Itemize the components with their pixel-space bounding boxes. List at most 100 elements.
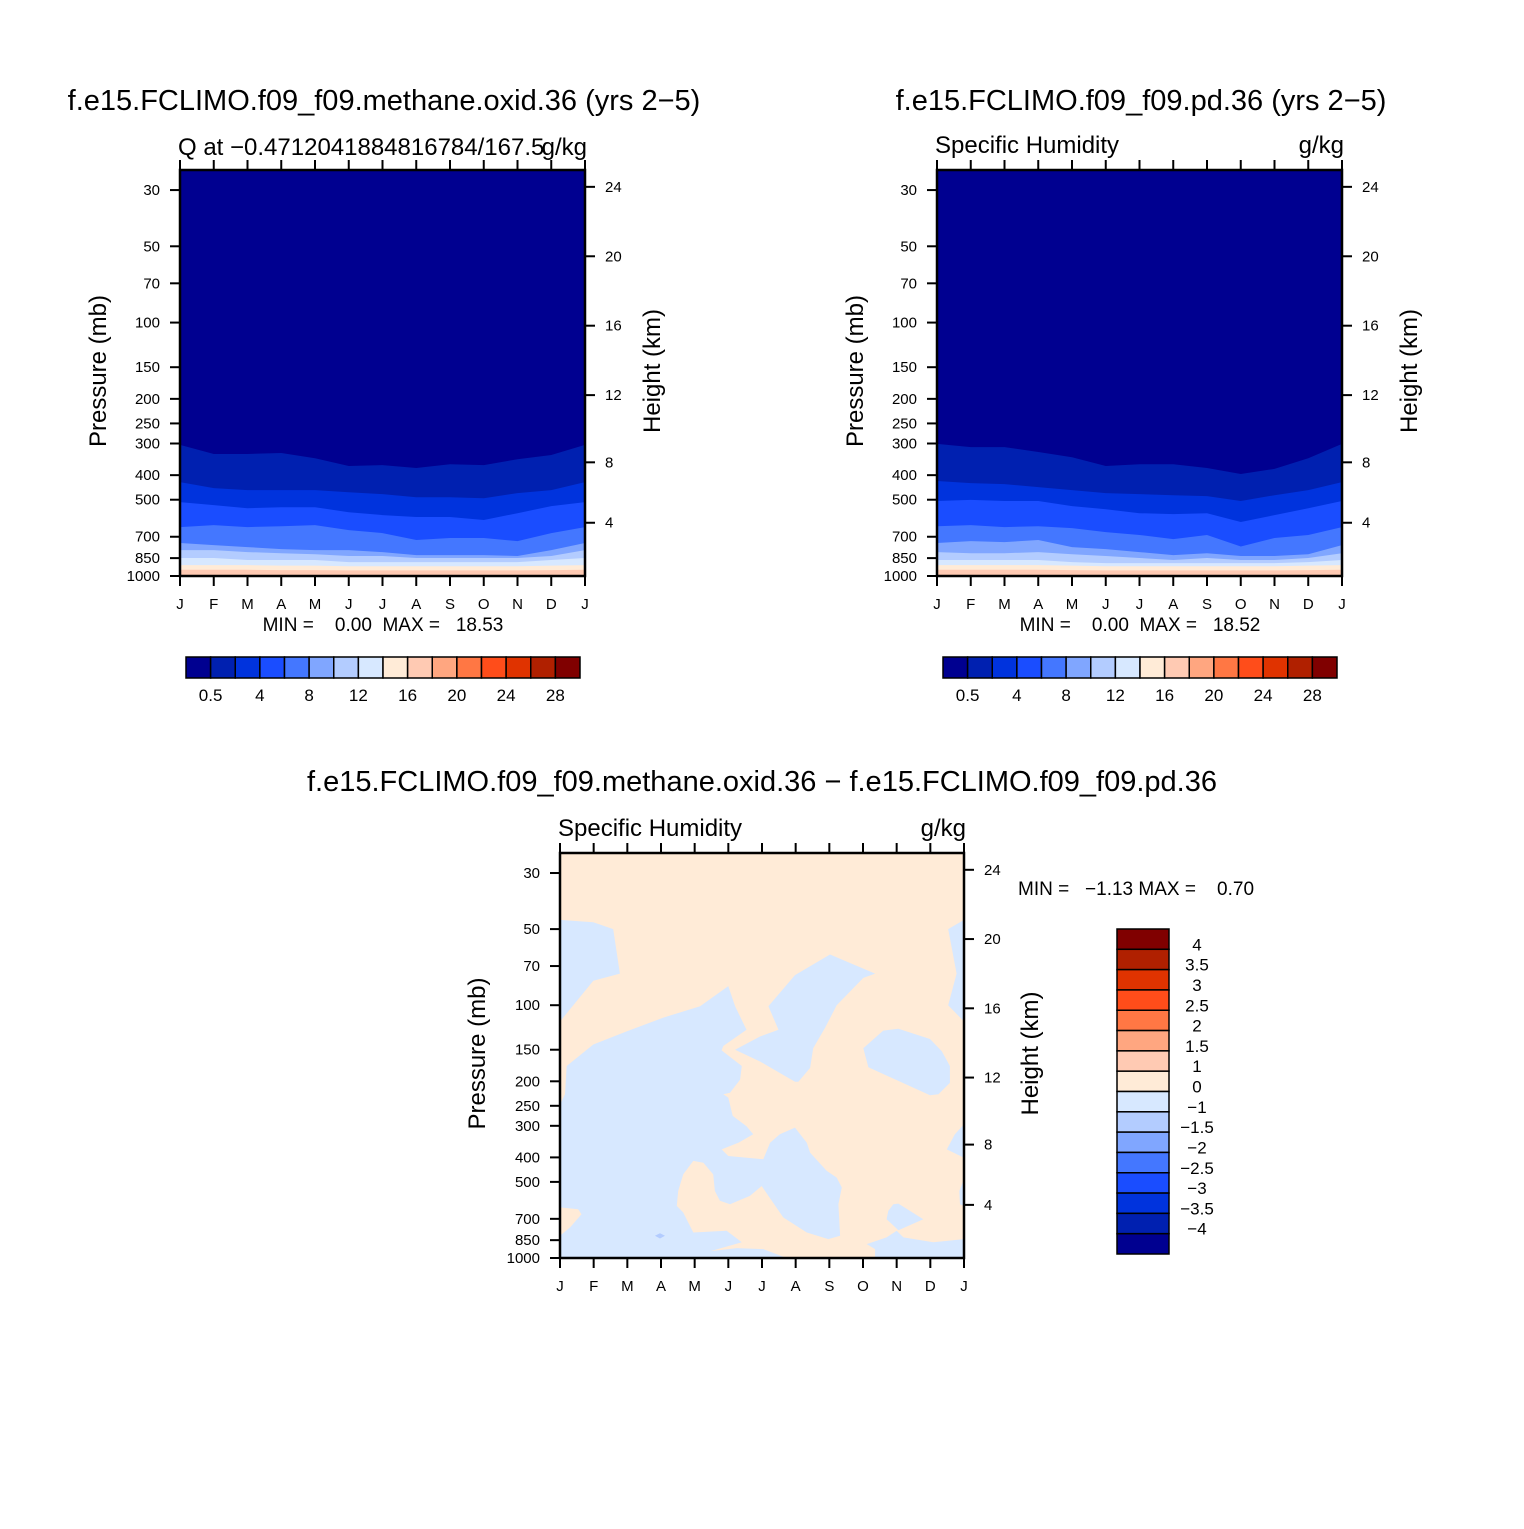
colorbar-label: 16 xyxy=(1155,686,1174,705)
x-tick-label: D xyxy=(925,1278,936,1295)
contour-region-1 xyxy=(560,919,620,1022)
x-tick-label: D xyxy=(546,596,557,613)
plot-title: f.e15.FCLIMO.f09_f09.methane.oxid.36 (yr… xyxy=(68,85,701,117)
min-max-label: MIN = 0.00 MAX = 18.53 xyxy=(263,615,504,636)
y2-tick-label: 4 xyxy=(1362,515,1370,532)
colorbar-label: 12 xyxy=(349,686,368,705)
colorbar-box xyxy=(1116,1131,1170,1154)
x-tick-label: S xyxy=(1202,596,1212,613)
y-tick-label: 850 xyxy=(892,550,917,567)
y-tick-label: 250 xyxy=(892,415,917,432)
colorbar-label: −1 xyxy=(1187,1098,1206,1117)
x-tick-label: M xyxy=(309,596,322,613)
x-tick-label: J xyxy=(556,1278,564,1295)
colorbar-label: 3 xyxy=(1192,976,1201,995)
plot-units: g/kg xyxy=(1299,132,1344,159)
x-tick-label: O xyxy=(478,596,490,613)
x-tick-label: M xyxy=(1066,596,1079,613)
colorbar-label: 3.5 xyxy=(1185,956,1209,975)
colorbar-box xyxy=(382,656,409,679)
colorbar-box xyxy=(505,656,532,679)
y-tick-label: 250 xyxy=(515,1098,540,1115)
x-tick-label: M xyxy=(998,596,1011,613)
y2-tick-label: 20 xyxy=(605,248,622,265)
colorbar-label: 20 xyxy=(447,686,466,705)
colorbar-label: 24 xyxy=(497,686,516,705)
colorbar-box xyxy=(1163,656,1190,679)
colorbar-box xyxy=(530,656,557,679)
y-tick-label: 300 xyxy=(892,435,917,452)
colorbar-box xyxy=(234,656,261,679)
colorbar-box xyxy=(1116,1172,1170,1194)
y-tick-label: 150 xyxy=(135,359,160,376)
y2-tick-label: 16 xyxy=(605,318,622,335)
colorbar-box xyxy=(1016,656,1043,679)
y-tick-label: 100 xyxy=(135,315,160,332)
y-tick-label: 100 xyxy=(515,997,540,1014)
colorbar-box xyxy=(1116,1111,1170,1133)
x-tick-label: S xyxy=(445,596,455,613)
colorbar-box xyxy=(966,656,993,679)
colorbar-box xyxy=(1040,656,1067,679)
x-tick-label: A xyxy=(411,596,421,613)
y2-tick-label: 24 xyxy=(984,862,1001,879)
colorbar-label: 0.5 xyxy=(956,686,980,705)
colorbar-label: 12 xyxy=(1106,686,1125,705)
y-tick-label: 1000 xyxy=(884,568,917,585)
colorbar-box xyxy=(1090,656,1117,679)
x-tick-label: J xyxy=(1136,596,1144,613)
y-axis-title: Pressure (mb) xyxy=(85,295,112,447)
y2-axis-title: Height (km) xyxy=(1017,991,1044,1115)
contour-band-10 xyxy=(180,569,585,576)
y-tick-label: 850 xyxy=(135,550,160,567)
contour-field xyxy=(560,853,964,1258)
colorbar-box xyxy=(1213,656,1240,679)
y-tick-label: 200 xyxy=(515,1073,540,1090)
y2-tick-label: 8 xyxy=(605,454,613,471)
x-tick-label: J xyxy=(1338,596,1346,613)
y-tick-label: 1000 xyxy=(127,568,160,585)
y2-tick-label: 4 xyxy=(984,1197,992,1214)
y-tick-label: 50 xyxy=(523,921,540,938)
colorbar-box xyxy=(1116,1212,1170,1235)
colorbar-box xyxy=(1262,656,1289,679)
colorbar-label: 0.5 xyxy=(199,686,223,705)
x-tick-label: J xyxy=(581,596,589,613)
colorbar: 4 3.532.5 21.51 0−1−1.5−2 −2.5−3−3.5 −4 xyxy=(1116,928,1214,1255)
colorbar-box xyxy=(308,656,335,679)
colorbar-box xyxy=(283,656,310,679)
colorbar-box xyxy=(1116,1009,1170,1032)
y2-axis-title: Height (km) xyxy=(1396,309,1423,433)
y-tick-label: 850 xyxy=(515,1232,540,1249)
x-tick-label: F xyxy=(209,596,218,613)
y-tick-label: 1000 xyxy=(507,1250,540,1267)
x-tick-label: J xyxy=(379,596,387,613)
colorbar-label: −3.5 xyxy=(1180,1199,1214,1218)
y-tick-label: 70 xyxy=(143,275,160,292)
y2-tick-label: 16 xyxy=(1362,318,1379,335)
contour-region-10 xyxy=(654,1233,665,1239)
plot-subtitle-left: Q at −0.4712041884816784/167.5 xyxy=(178,134,544,161)
colorbar-box xyxy=(1065,656,1092,679)
x-tick-label: M xyxy=(241,596,254,613)
plot-units: g/kg xyxy=(921,815,966,842)
colorbar-label: 4 xyxy=(255,686,264,705)
colorbar-box xyxy=(1116,928,1170,951)
y-tick-label: 700 xyxy=(135,529,160,546)
y-tick-label: 700 xyxy=(892,529,917,546)
y-tick-label: 30 xyxy=(143,182,160,199)
y-tick-label: 400 xyxy=(892,467,917,484)
x-tick-label: M xyxy=(621,1278,634,1295)
contour-region-9 xyxy=(866,1230,964,1258)
x-tick-label: O xyxy=(857,1278,869,1295)
colorbar-label: 24 xyxy=(1254,686,1273,705)
colorbar-label: 28 xyxy=(1303,686,1322,705)
x-tick-label: N xyxy=(1269,596,1280,613)
y-axis-title: Pressure (mb) xyxy=(464,977,491,1129)
y2-tick-label: 20 xyxy=(1362,248,1379,265)
y-tick-label: 200 xyxy=(135,391,160,408)
colorbar-box xyxy=(1287,656,1314,679)
y-tick-label: 150 xyxy=(892,359,917,376)
colorbar-box xyxy=(942,656,969,679)
